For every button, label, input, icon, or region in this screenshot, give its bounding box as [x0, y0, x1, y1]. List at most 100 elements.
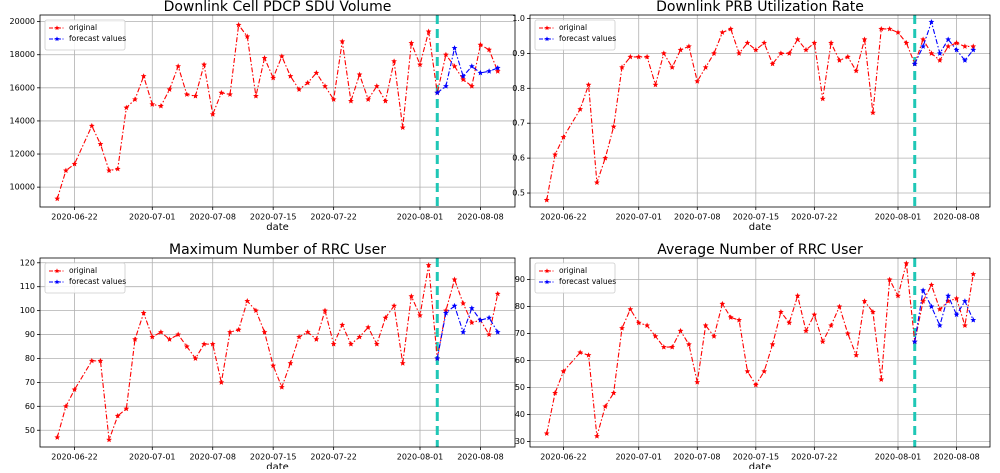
- series-marker: [175, 331, 182, 337]
- series-marker: [736, 50, 742, 56]
- series-marker: [928, 282, 935, 288]
- series-marker: [417, 61, 423, 68]
- series-marker: [227, 91, 233, 97]
- series-marker: [460, 300, 467, 306]
- series-marker: [287, 360, 294, 366]
- legend-marker: [54, 279, 60, 285]
- series-marker: [711, 333, 717, 339]
- series-marker: [451, 302, 458, 309]
- series-marker: [356, 71, 363, 78]
- series-marker: [270, 74, 277, 81]
- series-marker: [183, 343, 190, 349]
- y-tick-label: 80: [515, 302, 525, 311]
- series-marker: [365, 324, 372, 330]
- series-marker: [786, 319, 793, 326]
- series-marker: [711, 50, 717, 56]
- legend-marker: [54, 268, 60, 274]
- series-marker: [970, 43, 977, 49]
- series-marker: [903, 39, 910, 46]
- series-marker: [936, 306, 943, 312]
- x-axis-label: date: [749, 222, 772, 233]
- series-marker: [677, 46, 684, 53]
- series-marker: [895, 29, 901, 35]
- y-tick-label: 120: [20, 258, 35, 267]
- x-tick-label: 2020-07-22: [791, 213, 838, 222]
- x-tick-label: 2020-07-22: [310, 213, 357, 222]
- series-marker: [627, 306, 634, 312]
- y-tick-label: 0.7: [512, 119, 525, 128]
- series-marker: [803, 46, 809, 53]
- series-marker: [460, 73, 467, 79]
- subplot: Average Number of RRC User 30 40 50 60 70 80 90…: [515, 242, 991, 473]
- series-marker: [175, 63, 182, 69]
- series-marker: [811, 39, 818, 46]
- series-marker: [253, 93, 259, 99]
- series-marker: [218, 379, 225, 385]
- legend-label: forecast values: [559, 277, 616, 286]
- x-axis-label: date: [266, 462, 289, 469]
- series-marker: [602, 403, 609, 409]
- y-tick-label: 50: [515, 383, 525, 392]
- legend-label: forecast values: [559, 34, 616, 43]
- series-marker: [330, 96, 337, 102]
- y-tick-label: 30: [515, 437, 525, 446]
- y-tick-label: 50: [25, 426, 35, 435]
- series-marker: [694, 78, 701, 84]
- y-tick-label: 0.8: [512, 84, 525, 93]
- series-marker: [652, 81, 659, 88]
- series-marker: [945, 36, 952, 42]
- y-tick-label: 0.9: [512, 49, 525, 58]
- y-tick-label: 12000: [10, 150, 35, 159]
- series-marker: [443, 83, 449, 89]
- series-marker: [945, 43, 952, 49]
- series-marker: [962, 57, 968, 63]
- legend-marker: [54, 36, 60, 42]
- series-marker: [702, 64, 709, 70]
- series-marker: [543, 197, 550, 203]
- series-marker: [761, 368, 768, 374]
- series-line: [914, 20, 974, 65]
- x-tick-label: 2020-06-22: [51, 453, 98, 462]
- series-marker: [786, 50, 793, 56]
- x-axis-label: date: [266, 222, 289, 233]
- series-marker: [227, 329, 233, 335]
- x-tick-label: 2020-07-15: [733, 213, 780, 222]
- series-marker: [778, 50, 784, 56]
- x-tick-label: 2020-08-01: [875, 213, 922, 222]
- series-marker: [644, 53, 650, 60]
- series-marker: [494, 290, 501, 297]
- series-marker: [911, 338, 918, 345]
- series-marker: [861, 298, 868, 304]
- series-marker: [878, 25, 885, 32]
- x-tick-label: 2020-08-01: [875, 453, 922, 462]
- series-marker: [399, 124, 406, 130]
- series-marker: [828, 39, 834, 46]
- series-marker: [192, 93, 199, 99]
- series-marker: [235, 326, 242, 333]
- y-tick-label: 18000: [10, 50, 35, 59]
- series-marker: [702, 322, 709, 328]
- series-marker: [304, 79, 311, 86]
- series-marker: [602, 155, 609, 161]
- series-marker: [920, 287, 926, 293]
- series-marker: [468, 63, 475, 69]
- series-marker: [585, 81, 592, 88]
- series-marker: [451, 63, 458, 69]
- series-marker: [339, 38, 346, 44]
- series-marker: [468, 83, 475, 89]
- series-marker: [560, 368, 567, 374]
- series-marker: [71, 386, 78, 393]
- series-marker: [477, 69, 484, 76]
- series-marker: [382, 314, 389, 321]
- series-marker: [486, 331, 492, 337]
- series-marker: [270, 362, 277, 369]
- series-marker: [610, 123, 617, 130]
- y-tick-label: 10000: [10, 183, 35, 192]
- x-tick-label: 2020-07-01: [615, 453, 662, 462]
- x-tick-label: 2020-07-08: [189, 453, 236, 462]
- series-marker: [201, 341, 207, 347]
- plot-frame: [529, 257, 991, 448]
- x-tick-label: 2020-07-08: [674, 453, 721, 462]
- series-marker: [97, 141, 104, 147]
- series-marker: [278, 384, 285, 390]
